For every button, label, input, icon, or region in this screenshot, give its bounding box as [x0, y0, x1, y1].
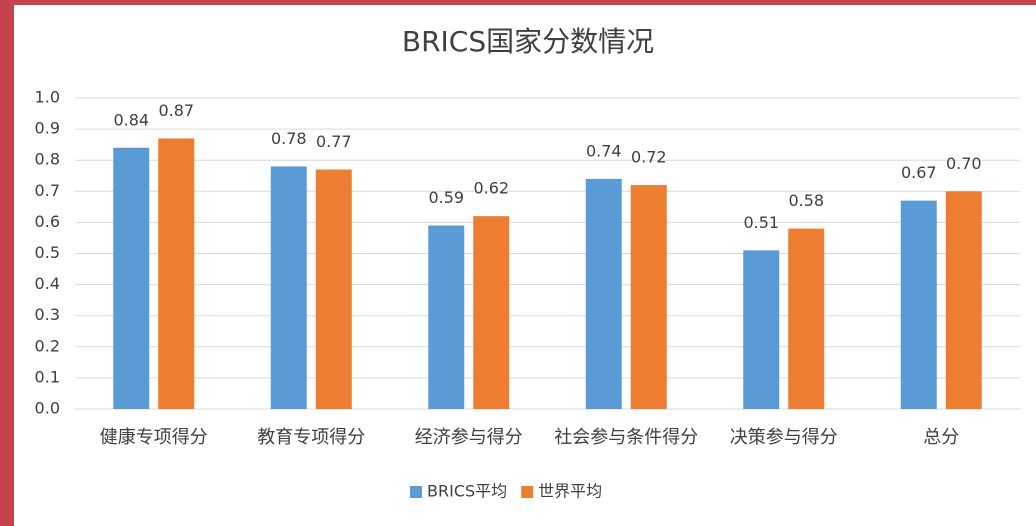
- bar: [473, 216, 510, 409]
- value-label: 0.74: [586, 141, 622, 160]
- y-tick-label: 0.0: [35, 399, 60, 418]
- bar: [158, 138, 195, 409]
- y-tick-label: 0.2: [35, 336, 60, 355]
- value-label: 0.67: [901, 163, 937, 182]
- y-tick-label: 0.7: [35, 181, 60, 200]
- x-tick-label: 总分: [923, 427, 959, 448]
- x-tick-label: 健康专项得分: [100, 427, 208, 448]
- y-tick-label: 1.0: [35, 88, 60, 107]
- bar: [585, 178, 622, 409]
- y-tick-label: 0.9: [35, 119, 60, 138]
- value-label: 0.72: [631, 148, 667, 167]
- bar: [743, 250, 780, 409]
- bar: [788, 228, 825, 409]
- bar: [113, 147, 150, 409]
- bar: [315, 169, 352, 409]
- value-label: 0.59: [428, 188, 464, 207]
- value-label: 0.87: [158, 101, 194, 120]
- legend-label: 世界平均: [538, 482, 602, 501]
- value-label: 0.62: [473, 179, 509, 198]
- y-tick-label: 0.4: [35, 274, 60, 293]
- y-tick-label: 0.6: [35, 212, 60, 231]
- x-tick-label: 教育专项得分: [257, 427, 365, 448]
- bar: [630, 185, 667, 409]
- value-label: 0.51: [743, 213, 779, 232]
- chart-title: BRICS国家分数情况: [402, 25, 654, 58]
- bar: [900, 200, 937, 409]
- y-tick-label: 0.8: [35, 150, 60, 169]
- y-tick-label: 0.3: [35, 305, 60, 324]
- x-tick-label: 经济参与得分: [415, 427, 523, 448]
- bar: [428, 225, 465, 409]
- y-tick-label: 0.1: [35, 367, 60, 386]
- legend-swatch: [521, 486, 534, 498]
- value-label: 0.78: [271, 129, 307, 148]
- value-label: 0.77: [316, 132, 352, 151]
- value-label: 0.58: [788, 191, 824, 210]
- y-tick-label: 0.5: [35, 243, 60, 262]
- legend-label: BRICS平均: [427, 482, 507, 501]
- bar: [270, 166, 307, 409]
- x-tick-label: 决策参与得分: [730, 427, 838, 448]
- value-label: 0.70: [946, 154, 982, 173]
- value-label: 0.84: [113, 110, 149, 129]
- x-tick-label: 社会参与条件得分: [554, 427, 698, 448]
- bar: [945, 191, 982, 409]
- legend-swatch: [410, 486, 422, 498]
